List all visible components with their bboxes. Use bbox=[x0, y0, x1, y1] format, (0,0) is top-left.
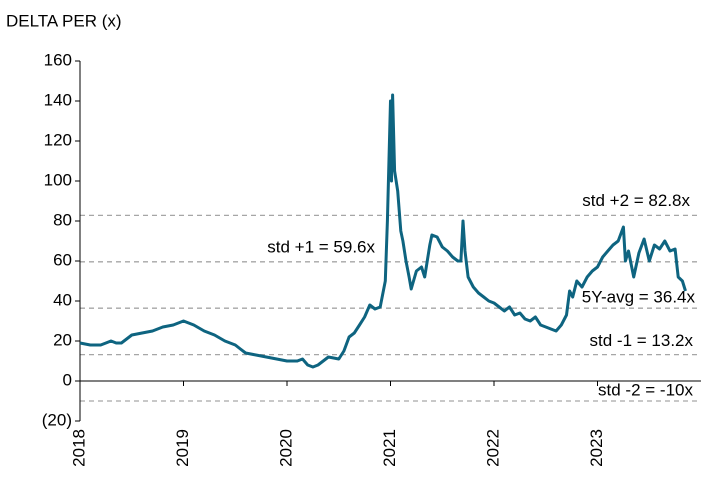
series-line bbox=[79, 93, 687, 369]
x-tick-label: 2022 bbox=[483, 429, 502, 467]
y-tick-label: (20) bbox=[42, 410, 72, 429]
y-tick-label: 160 bbox=[44, 50, 72, 69]
y-tick-label: 120 bbox=[44, 130, 72, 149]
y-tick-label: 20 bbox=[53, 330, 72, 349]
chart-title: DELTA PER (x) bbox=[6, 11, 122, 30]
band-label: std -1 = 13.2x bbox=[590, 331, 694, 350]
x-tick-label: 2021 bbox=[380, 429, 399, 467]
x-tick-label: 2020 bbox=[276, 429, 295, 467]
x-tick-label: 2019 bbox=[173, 429, 192, 467]
band-label: std +2 = 82.8x bbox=[582, 191, 690, 210]
y-tick-label: 0 bbox=[63, 370, 72, 389]
band-label: 5Y-avg = 36.4x bbox=[582, 288, 696, 307]
y-tick-label: 60 bbox=[53, 250, 72, 269]
y-tick-label: 40 bbox=[53, 290, 72, 309]
y-tick-label: 80 bbox=[53, 210, 72, 229]
band-label: std -2 = -10x bbox=[598, 380, 693, 399]
x-tick-label: 2018 bbox=[69, 429, 88, 467]
y-tick-label: 140 bbox=[44, 90, 72, 109]
y-tick-label: 100 bbox=[44, 170, 72, 189]
x-tick-label: 2023 bbox=[587, 429, 606, 467]
band-label: std +1 = 59.6x bbox=[267, 237, 375, 256]
